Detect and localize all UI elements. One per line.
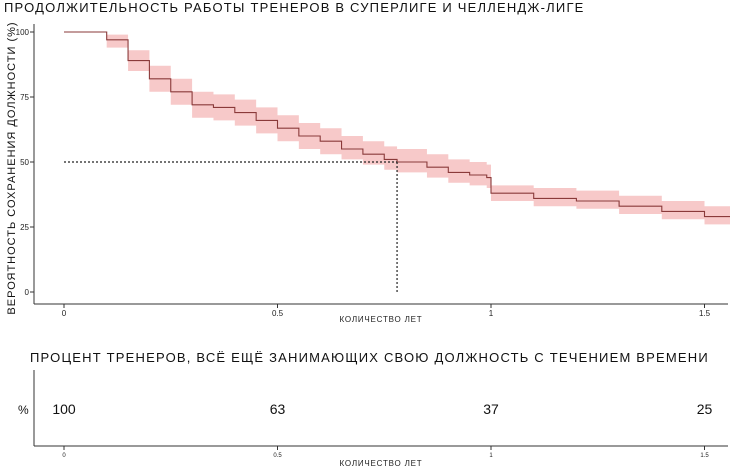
y-tick-label: 75 [20, 93, 29, 102]
x-tick-label: 1 [489, 309, 494, 318]
chart-title: ПРОДОЛЖИТЕЛЬНОСТЬ РАБОТЫ ТРЕНЕРОВ В СУПЕ… [4, 0, 585, 15]
table-cell-value: 25 [697, 401, 713, 417]
survival-line [64, 31, 730, 218]
table-row-label: % [18, 403, 29, 417]
table-x-tick-label: 1.5 [700, 453, 709, 459]
x-tick-label: 0.5 [272, 309, 284, 318]
table-cell-value: 63 [270, 401, 286, 417]
y-tick-label: 0 [25, 288, 30, 297]
table-x-tick-label: 1 [489, 453, 493, 459]
confidence-band [64, 32, 730, 225]
y-tick-label: 100 [16, 28, 30, 37]
table-cell-value: 100 [52, 401, 76, 417]
y-tick-label: 50 [20, 158, 29, 167]
table-x-tick-label: 0.5 [273, 453, 282, 459]
y-axis-label: ВЕРОЯТНОСТЬ СОХРАНЕНИЯ ДОЛЖНОСТИ (%) [6, 21, 18, 314]
x-tick-label: 1.5 [699, 309, 711, 318]
x-tick-label: 0 [62, 309, 67, 318]
table-cell-value: 37 [483, 401, 499, 417]
table-x-tick-label: 0 [62, 453, 66, 459]
y-tick-label: 25 [20, 223, 29, 232]
percent-table: % 10063372517117 00.511.522.53 [18, 370, 728, 459]
x-axis-label: КОЛИЧЕСТВО ЛЕТ [340, 315, 423, 324]
table-title: ПРОЦЕНТ ТРЕНЕРОВ, ВСЁ ЕЩЁ ЗАНИМАЮЩИХ СВО… [30, 350, 709, 365]
table-x-axis-label: КОЛИЧЕСТВО ЛЕТ [340, 459, 423, 468]
